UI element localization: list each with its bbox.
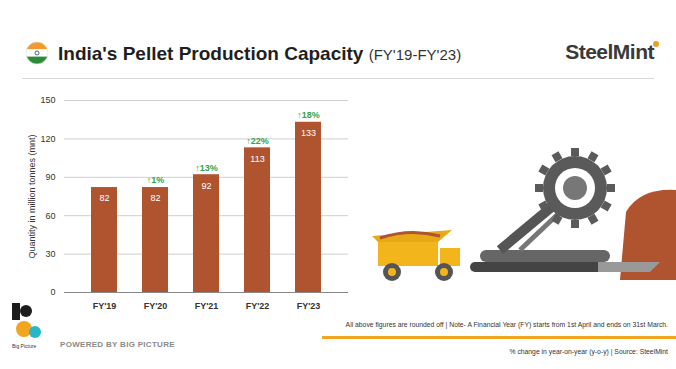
html-text:India's Pellet Production Capa: India's Pellet Production Capacity(FY'19…: [58, 43, 462, 64]
svg-text:82: 82: [150, 193, 160, 203]
svg-text:60: 60: [45, 211, 55, 221]
svg-text:FY'21: FY'21: [195, 301, 219, 311]
svg-text:Quantity in million tonnes (mn: Quantity in million tonnes (mnt): [27, 134, 37, 258]
html-text:SteelMint: SteelMint: [565, 40, 654, 63]
svg-text:90: 90: [45, 172, 55, 182]
html-text:% change in year-on-year (y-o-: % change in year-on-year (y-o-y) | Sourc…: [509, 348, 668, 355]
html-text:Big Picture: Big Picture: [12, 343, 37, 349]
svg-text:82: 82: [99, 193, 109, 203]
svg-text:FY'22: FY'22: [246, 301, 270, 311]
svg-text:92: 92: [201, 181, 211, 191]
svg-text:↑22%: ↑22%: [246, 136, 269, 146]
svg-text:↑1%: ↑1%: [147, 175, 165, 185]
html-text:POWERED BY BIG PICTURE: POWERED BY BIG PICTURE: [60, 340, 175, 349]
svg-text:113: 113: [250, 154, 264, 164]
svg-text:120: 120: [40, 134, 55, 144]
svg-text:↑13%: ↑13%: [195, 163, 218, 173]
svg-text:↑18%: ↑18%: [297, 110, 320, 120]
svg-text:FY'19: FY'19: [93, 301, 117, 311]
svg-text:133: 133: [301, 128, 316, 138]
svg-text:30: 30: [45, 249, 55, 259]
svg-text:FY'23: FY'23: [297, 301, 321, 311]
html-text:All above figures are rounded: All above figures are rounded off | Note…: [345, 321, 668, 328]
svg-text:FY'20: FY'20: [144, 301, 168, 311]
svg-text:0: 0: [50, 287, 55, 297]
svg-text:150: 150: [40, 95, 55, 105]
